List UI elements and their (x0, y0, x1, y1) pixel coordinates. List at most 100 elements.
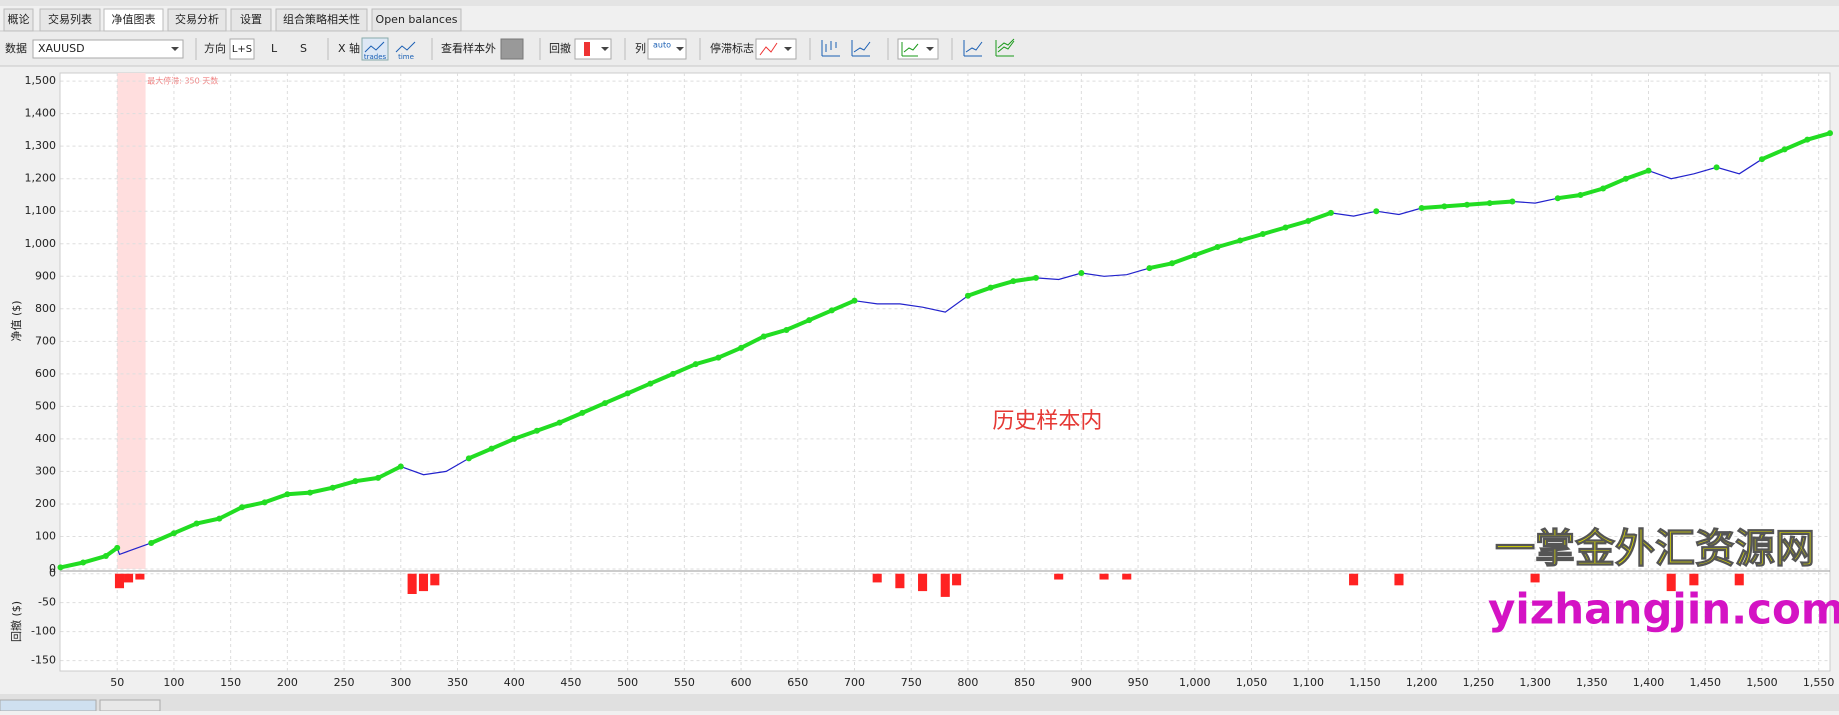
button[interactable] (229, 38, 255, 60)
x-tick-label: 400 (504, 676, 525, 689)
x-tick-label: 1,500 (1746, 676, 1778, 689)
tab[interactable] (371, 8, 462, 32)
dropdown-arrow (784, 47, 792, 51)
dropdown[interactable] (647, 38, 687, 60)
new-high-point (352, 478, 359, 485)
icon[interactable] (821, 40, 840, 57)
drawdown-bar (407, 573, 417, 594)
new-high-point (57, 564, 64, 571)
button-label[interactable]: L (271, 42, 278, 55)
tab[interactable] (3, 8, 34, 32)
x-tick-label: 1,000 (1179, 676, 1211, 689)
watermark-url: yizhangjin.com (1488, 585, 1839, 634)
x-tick-label: 900 (1071, 676, 1092, 689)
new-high-point (647, 380, 654, 387)
new-high-point (738, 344, 745, 351)
y-tick-label: 300 (35, 464, 56, 477)
tab-label[interactable]: 交易分析 (175, 12, 219, 26)
drawdown-bar (430, 573, 440, 586)
x-tick-label: 100 (163, 676, 184, 689)
button-label: time (398, 53, 414, 61)
new-high-point (1418, 204, 1425, 211)
new-high-point (1441, 203, 1448, 210)
tab-label[interactable]: 组合策略相关性 (283, 12, 360, 26)
x-tick-label: 50 (110, 676, 124, 689)
tab[interactable] (275, 8, 368, 32)
button-label[interactable]: S (300, 42, 307, 55)
y-tick-label: -100 (31, 625, 56, 638)
icon[interactable] (995, 38, 1015, 57)
tab[interactable] (167, 8, 227, 32)
new-high-point (261, 499, 268, 506)
y-axis-label: 净值 ($) (9, 300, 23, 341)
bottom-tab (0, 699, 97, 712)
new-high-point (601, 400, 608, 407)
drawdown-bar (114, 573, 125, 589)
dropdown[interactable] (755, 38, 797, 60)
tab[interactable] (103, 8, 164, 32)
y-tick-label: 700 (35, 334, 56, 347)
toggle[interactable] (500, 38, 524, 60)
stagnation-band (117, 73, 146, 569)
x-tick-label: 800 (957, 676, 978, 689)
icon[interactable] (851, 40, 871, 57)
new-high-point (1032, 274, 1039, 281)
new-high-point (1464, 201, 1471, 208)
y-tick-label: -50 (38, 596, 56, 609)
drawdown-bar (952, 573, 962, 586)
watermark: 一掌金外汇资源网 (1495, 526, 1815, 572)
y-tick-label: 600 (35, 367, 56, 380)
x-tick-label: 1,450 (1689, 676, 1721, 689)
dropdown-arrow (601, 47, 609, 51)
new-high-point (760, 333, 767, 340)
tab[interactable] (230, 8, 272, 32)
drawdown-bar (918, 573, 928, 592)
icon[interactable] (395, 41, 416, 53)
new-high-point (488, 445, 495, 452)
new-high-point (1509, 198, 1516, 205)
new-high-point (1600, 185, 1607, 192)
y-tick-label: -150 (31, 654, 56, 667)
tab-label[interactable]: Open balances (376, 13, 458, 26)
button-label: trades (364, 53, 387, 61)
new-high-point (1781, 146, 1788, 153)
new-high-point (533, 427, 540, 434)
x-tick-label: 750 (901, 676, 922, 689)
new-high-point (148, 539, 155, 546)
new-high-point (1645, 167, 1652, 174)
top-strip (0, 0, 1839, 6)
new-high-point (1237, 237, 1244, 244)
tab-label[interactable]: 交易列表 (48, 12, 92, 26)
label: X 轴 (338, 41, 360, 55)
label: 停滞标志 (710, 41, 754, 55)
y-tick-label: 200 (35, 497, 56, 510)
bottom-tab (99, 699, 161, 712)
drawdown-bar (1054, 573, 1064, 580)
new-high-point (1554, 195, 1561, 202)
icon[interactable] (963, 40, 983, 57)
tab[interactable] (39, 8, 101, 32)
y-tick-label: 0 (49, 567, 56, 580)
label: 数据 (5, 41, 27, 55)
tab-label[interactable]: 净值图表 (112, 12, 156, 26)
new-high-point (1577, 191, 1584, 198)
tab-label[interactable]: 设置 (240, 13, 262, 26)
x-tick-label: 1,400 (1633, 676, 1665, 689)
new-high-point (1282, 224, 1289, 231)
button-label: auto (653, 41, 671, 50)
drawdown-bar (1099, 573, 1109, 580)
y-tick-label: 100 (35, 529, 56, 542)
drawdown-bar (135, 573, 145, 580)
x-tick-label: 450 (560, 676, 581, 689)
drawdown-bar (1394, 573, 1404, 586)
tab-label[interactable]: 概论 (8, 12, 30, 26)
new-high-point (375, 474, 382, 481)
drawdown-bar (418, 573, 429, 592)
x-tick-label: 600 (731, 676, 752, 689)
new-high-point (579, 409, 586, 416)
dropdown[interactable] (897, 38, 939, 60)
dropdown-arrow (926, 47, 934, 51)
label: 方向 (204, 41, 226, 55)
symbol-dropdown[interactable] (32, 39, 184, 59)
drawdown-bar (1666, 573, 1676, 592)
